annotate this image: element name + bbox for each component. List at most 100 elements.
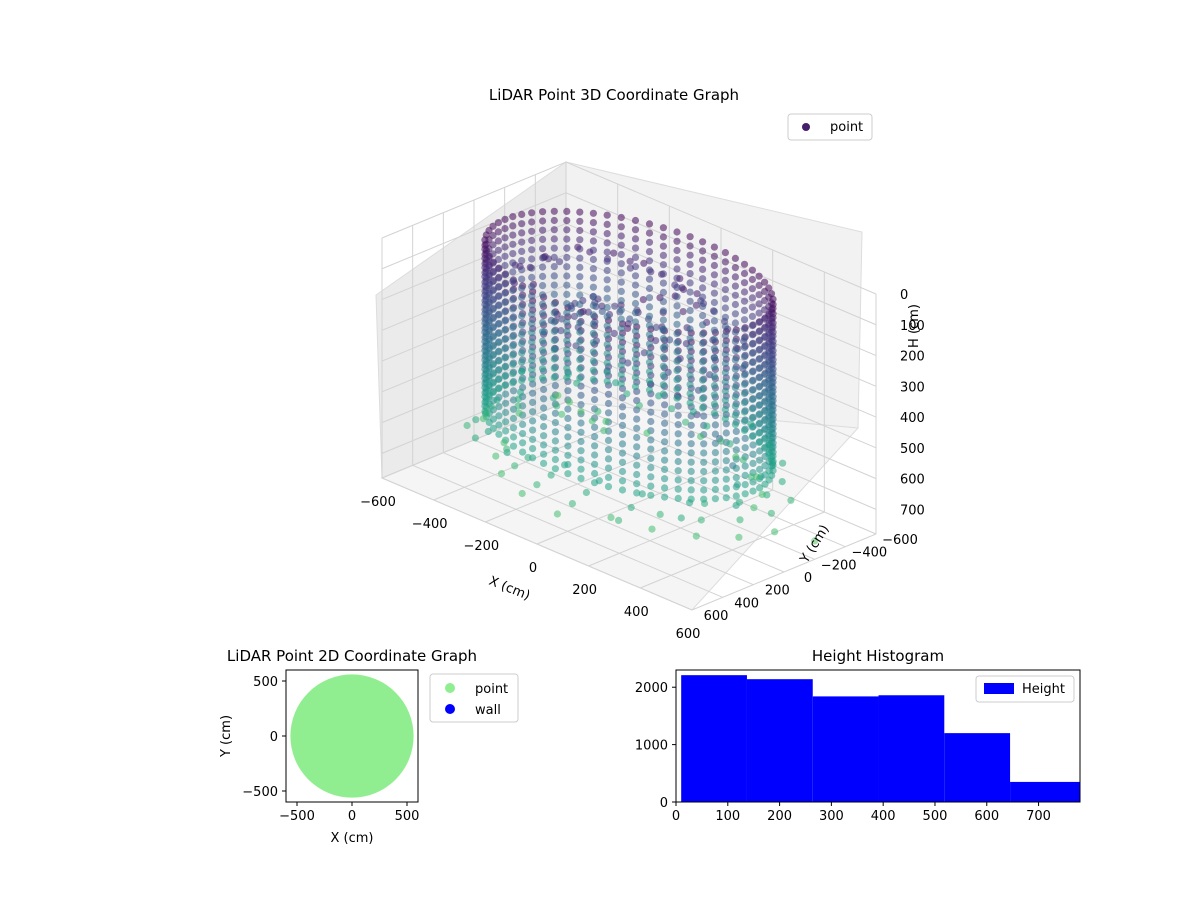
point-marker	[516, 388, 525, 396]
x-tick-label-2d: 0	[348, 809, 356, 824]
point-marker	[603, 377, 611, 385]
point-marker	[749, 487, 757, 495]
point-marker	[740, 288, 749, 296]
point-marker	[528, 209, 536, 217]
point-marker	[755, 272, 763, 280]
point-marker	[761, 315, 769, 323]
point-marker	[686, 316, 694, 324]
point-marker	[493, 396, 501, 404]
point-marker	[631, 281, 640, 289]
point-marker	[755, 337, 763, 345]
histogram-bar	[878, 695, 945, 802]
point-marker	[603, 294, 611, 302]
point-marker	[550, 300, 558, 308]
point-marker	[674, 430, 682, 438]
point-marker	[740, 306, 749, 314]
point-marker	[761, 333, 769, 342]
point-marker	[589, 339, 598, 347]
x-tick-label-hist: 100	[715, 809, 740, 824]
x-axis-label-3d: X (cm)	[487, 574, 532, 604]
point-marker	[509, 231, 517, 239]
point-marker	[576, 236, 584, 244]
point-marker	[557, 327, 565, 335]
point-marker	[631, 373, 640, 381]
point-marker	[721, 295, 730, 303]
legend-label-point: point	[830, 120, 863, 135]
point-marker	[700, 486, 708, 494]
point-marker	[755, 438, 763, 446]
point-marker	[659, 242, 668, 250]
x-tick-label-3d: 0	[529, 561, 537, 576]
point-marker	[573, 379, 581, 387]
point-marker	[631, 253, 640, 261]
point-marker	[555, 258, 564, 266]
point-marker	[600, 427, 608, 435]
point-marker	[741, 444, 749, 452]
z-tick-label-3d: 300	[900, 380, 925, 395]
point-marker	[673, 339, 681, 347]
point-marker	[659, 233, 668, 241]
point-marker	[645, 248, 654, 256]
point-marker	[661, 410, 669, 418]
point-marker	[576, 245, 584, 253]
point-marker	[598, 307, 606, 315]
point-marker	[577, 401, 585, 409]
point-marker	[687, 467, 695, 475]
point-marker	[551, 382, 560, 390]
point-marker	[591, 451, 599, 459]
point-marker	[589, 357, 598, 365]
point-marker	[710, 289, 719, 297]
point-marker	[748, 386, 757, 394]
point-marker	[554, 391, 562, 400]
point-marker	[576, 328, 584, 336]
point-marker	[787, 496, 795, 504]
point-marker	[747, 473, 755, 481]
point-marker	[617, 260, 625, 268]
point-marker	[740, 297, 749, 305]
point-marker	[687, 421, 695, 429]
point-marker	[550, 373, 558, 381]
point-marker	[748, 349, 757, 357]
point-marker	[661, 447, 669, 455]
point-marker	[710, 326, 719, 334]
point-marker	[710, 372, 719, 380]
point-marker	[509, 414, 518, 423]
point-marker	[489, 222, 497, 230]
point-marker	[489, 315, 497, 323]
point-marker	[576, 300, 584, 308]
point-marker	[731, 356, 740, 364]
point-marker	[711, 485, 720, 494]
point-marker	[631, 216, 640, 225]
point-marker	[638, 490, 646, 498]
point-marker	[576, 356, 584, 364]
point-marker	[518, 489, 526, 498]
point-marker	[528, 255, 536, 263]
point-marker	[604, 446, 613, 454]
point-marker	[509, 314, 517, 322]
point-marker	[761, 370, 769, 379]
point-marker	[645, 321, 654, 329]
point-marker	[509, 250, 517, 258]
point-marker	[589, 228, 598, 236]
point-marker	[550, 327, 558, 335]
point-marker	[519, 420, 527, 428]
point-marker	[501, 363, 509, 371]
point-marker	[761, 352, 769, 360]
point-marker	[700, 477, 708, 485]
point-marker	[539, 291, 547, 299]
point-marker	[577, 428, 585, 436]
point-marker	[710, 280, 719, 288]
point-marker	[528, 347, 536, 355]
point-marker	[539, 328, 547, 336]
point-marker	[603, 313, 611, 321]
point-marker	[699, 330, 707, 338]
z-tick-label-3d: 500	[900, 442, 925, 457]
point-marker	[761, 389, 769, 397]
x-tick-label-hist: 200	[767, 809, 792, 824]
point-marker	[617, 361, 625, 369]
point-marker	[603, 350, 611, 358]
point-marker	[563, 235, 571, 243]
point-marker	[539, 346, 547, 354]
point-marker	[686, 288, 694, 296]
point-marker	[701, 499, 709, 508]
